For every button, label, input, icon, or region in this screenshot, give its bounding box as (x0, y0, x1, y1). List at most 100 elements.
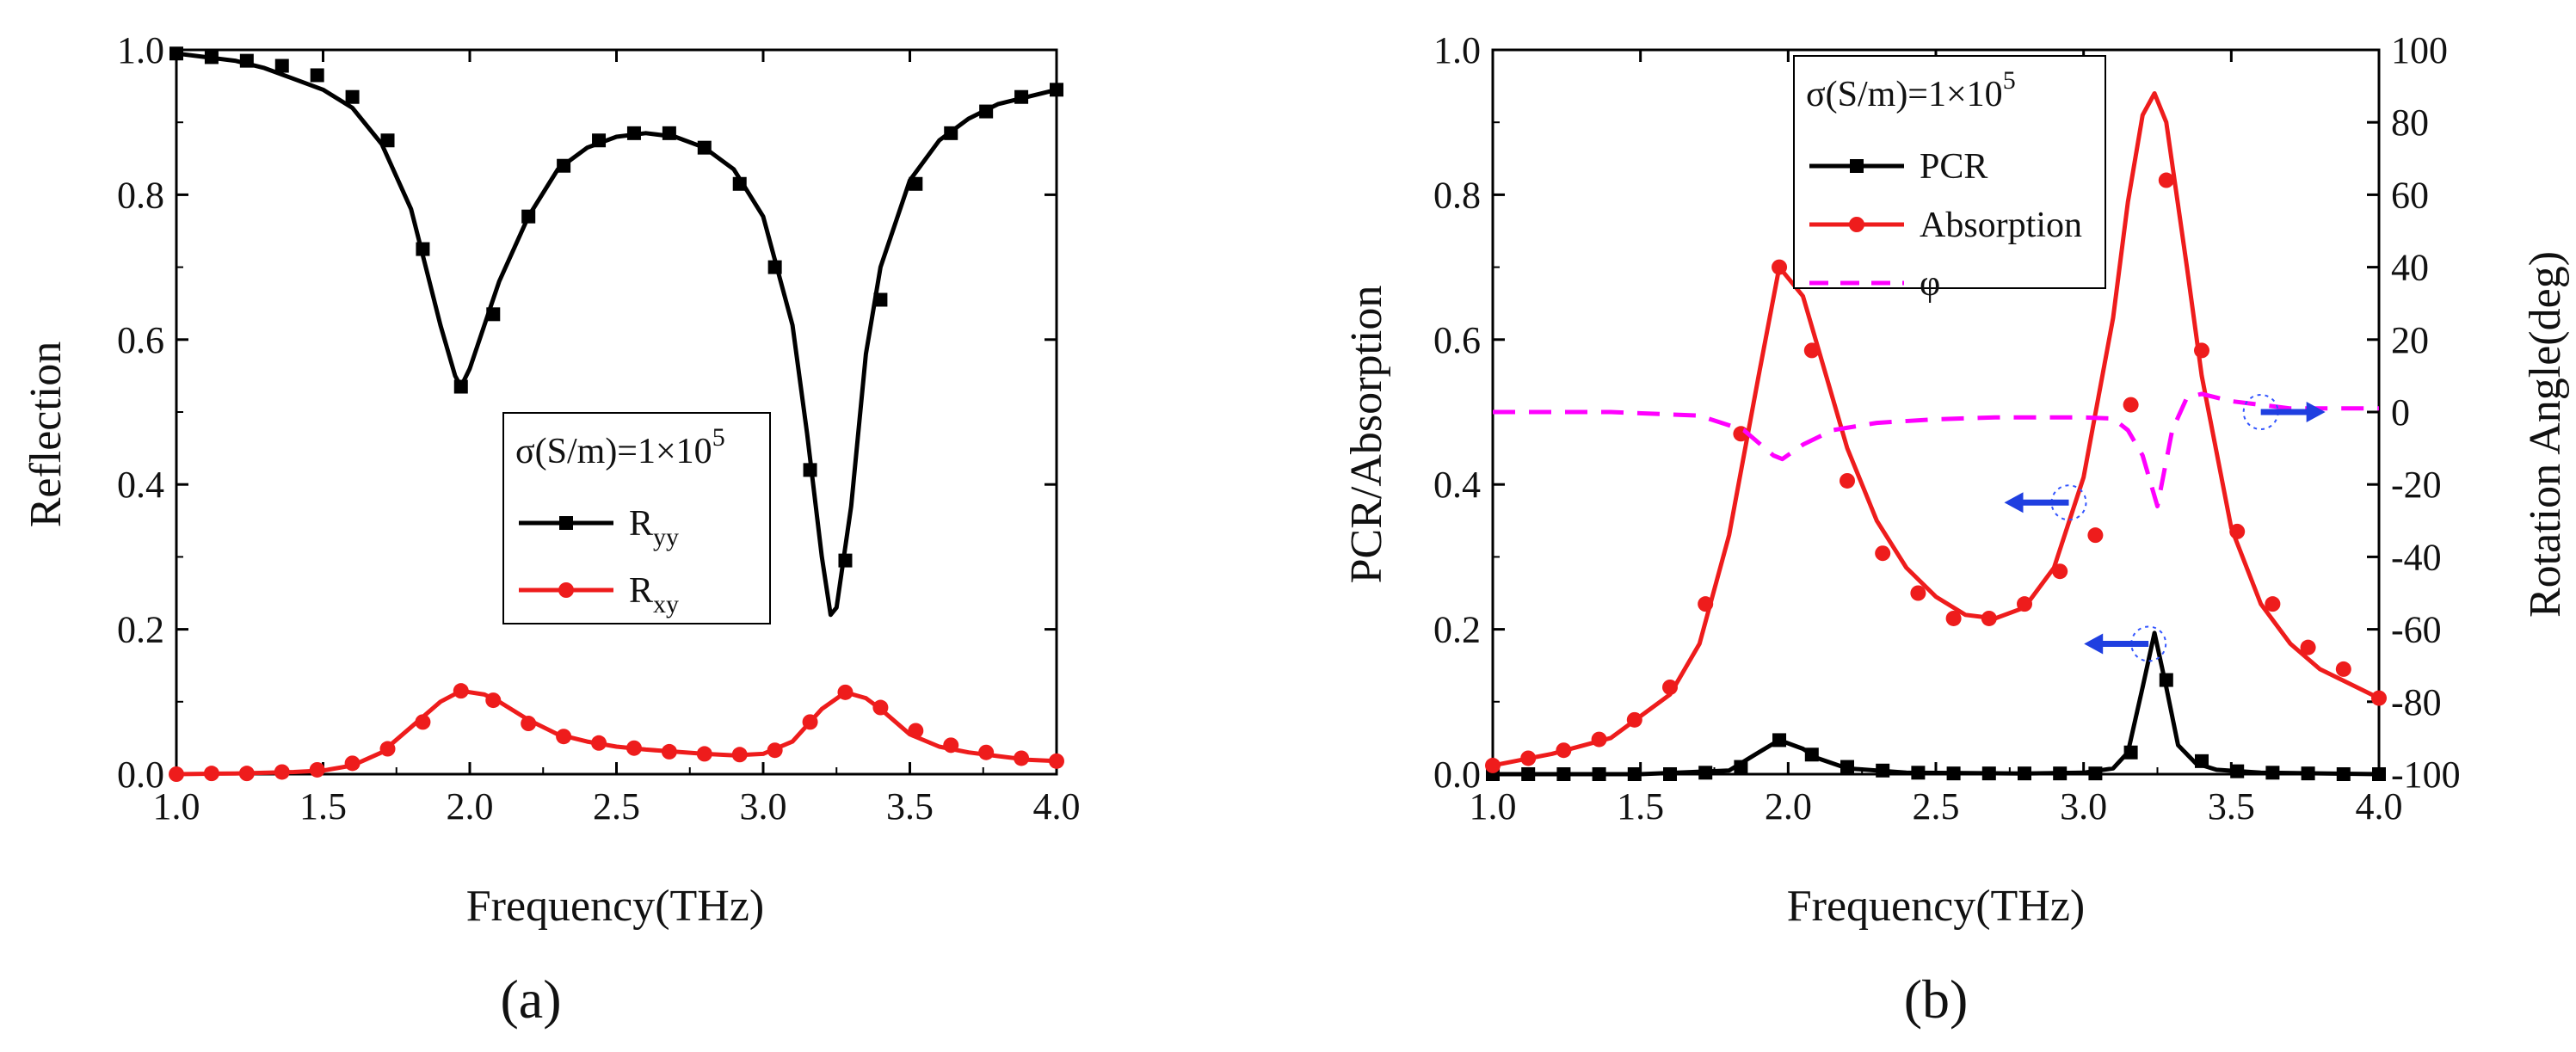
data-point-Rxy (344, 755, 361, 772)
legend-entry-label: Absorption (1920, 206, 2082, 245)
data-point-Rxy (731, 747, 748, 763)
axis-indicator-arrow (2242, 394, 2326, 430)
data-point-Absorption (1556, 742, 1572, 759)
y2-tick-label: -60 (2391, 609, 2442, 651)
data-point-Rxy (837, 684, 854, 700)
panel-a-ylabel: Reflection (22, 341, 71, 528)
data-point-Absorption (1840, 472, 1855, 489)
data-point-Ryy (486, 307, 501, 322)
arrow-head (2004, 492, 2024, 514)
data-point-PCR (1698, 766, 1713, 780)
y2-tick-label: 0 (2391, 391, 2410, 434)
data-point-Ryy (662, 126, 676, 140)
y2-tick-label: -20 (2391, 464, 2442, 506)
data-point-Ryy (1014, 89, 1029, 104)
y-tick-label: 1.0 (1433, 29, 1481, 71)
data-point-PCR (1663, 767, 1677, 781)
y2-tick-label: 80 (2391, 102, 2429, 144)
panel-b-label: (b) (1904, 969, 1969, 1030)
arrow-head (2084, 633, 2104, 655)
data-point-Ryy (521, 209, 536, 224)
data-point-Absorption (2158, 172, 2174, 188)
data-point-Ryy (873, 292, 888, 307)
data-point-Ryy (732, 176, 747, 191)
data-point-Absorption (1803, 342, 1820, 359)
panel-b-y2label: Rotation Angle(deg) (2521, 251, 2570, 618)
panel-a-label: (a) (500, 969, 561, 1030)
data-point-PCR (1804, 747, 1819, 762)
data-point-Rxy (767, 742, 783, 759)
data-point-Rxy (872, 699, 889, 716)
y-tick-label: 0.8 (117, 174, 164, 216)
y2-tick-label: -40 (2391, 536, 2442, 578)
data-point-PCR (1911, 766, 1926, 780)
data-point-Absorption (1626, 711, 1642, 728)
data-point-PCR (2088, 766, 2103, 781)
data-point-Ryy (979, 104, 994, 119)
arrow-origin-marker (2050, 484, 2087, 521)
legend-entry-label: PCR (1920, 147, 1987, 187)
legend-title-exponent: 5 (712, 423, 725, 452)
x-tick-label: 4.0 (1033, 785, 1081, 827)
data-point-Absorption (1945, 610, 1962, 626)
y-tick-label: 0.0 (117, 754, 164, 796)
legend-swatch-marker (558, 582, 574, 598)
legend-swatch-marker (1850, 159, 1864, 173)
x-tick-label: 1.0 (1470, 785, 1517, 827)
data-point-Absorption (2052, 563, 2068, 580)
data-point-Absorption (1520, 750, 1537, 766)
data-point-Absorption (2123, 397, 2139, 413)
x-tick-label: 2.0 (1765, 785, 1812, 827)
data-point-PCR (2123, 745, 2138, 760)
data-point-Rxy (591, 735, 607, 751)
x-tick-label: 1.5 (299, 785, 347, 827)
x-tick-label: 3.0 (2060, 785, 2107, 827)
y-tick-label: 0.6 (1433, 319, 1481, 361)
data-point-Rxy (521, 716, 537, 732)
data-point-Rxy (556, 729, 572, 745)
legend-swatch-marker (1849, 217, 1864, 232)
data-point-PCR (2301, 766, 2315, 781)
x-tick-label: 3.5 (886, 785, 934, 827)
data-point-Ryy (345, 89, 360, 104)
panel-a: Frequency(THz) Reflection (a) (22, 341, 764, 1030)
data-point-PCR (1592, 767, 1606, 781)
legend-title-exponent: 5 (2003, 66, 2016, 95)
series-line-Rxy (176, 688, 1057, 777)
data-point-Absorption (1981, 610, 1997, 626)
data-point-Absorption (1910, 585, 1926, 601)
axis-indicator-arrow (2084, 625, 2167, 662)
data-point-Absorption (2194, 342, 2209, 359)
data-point-Ryy (239, 53, 254, 68)
legend-entry-subscript: xy (653, 590, 679, 618)
data-point-Ryy (416, 242, 430, 256)
data-point-Absorption (1591, 731, 1607, 747)
data-point-PCR (2159, 673, 2173, 687)
data-point-PCR (1627, 767, 1642, 781)
data-point-Absorption (2017, 596, 2032, 612)
x-tick-label: 2.0 (447, 785, 494, 827)
data-point-Rxy (661, 743, 677, 760)
data-point-PCR (1946, 766, 1961, 781)
legend-swatch-marker (559, 516, 573, 530)
data-point-Rxy (802, 714, 818, 730)
data-point-PCR (1840, 760, 1854, 774)
x-tick-label: 1.5 (1617, 785, 1664, 827)
data-point-PCR (2336, 767, 2351, 781)
data-point-PCR (1734, 760, 1748, 774)
y2-tick-label: 20 (2391, 319, 2429, 361)
data-point-Rxy (169, 766, 184, 782)
data-point-Ryy (944, 126, 958, 140)
data-point-PCR (2053, 766, 2068, 781)
legend-title: σ(S/m)=1×105 (1806, 66, 2016, 114)
x-tick-label: 1.0 (153, 785, 200, 827)
data-point-Absorption (2265, 596, 2281, 612)
y2-tick-label: -80 (2391, 681, 2442, 723)
y-tick-label: 0.2 (1433, 609, 1481, 651)
legend-entry-subscript: yy (653, 523, 679, 551)
y-tick-label: 0.6 (117, 319, 164, 361)
data-point-Rxy (978, 744, 995, 760)
data-point-Ryy (204, 50, 219, 65)
data-point-Ryy (310, 68, 324, 83)
y-tick-label: 0.4 (117, 464, 164, 506)
